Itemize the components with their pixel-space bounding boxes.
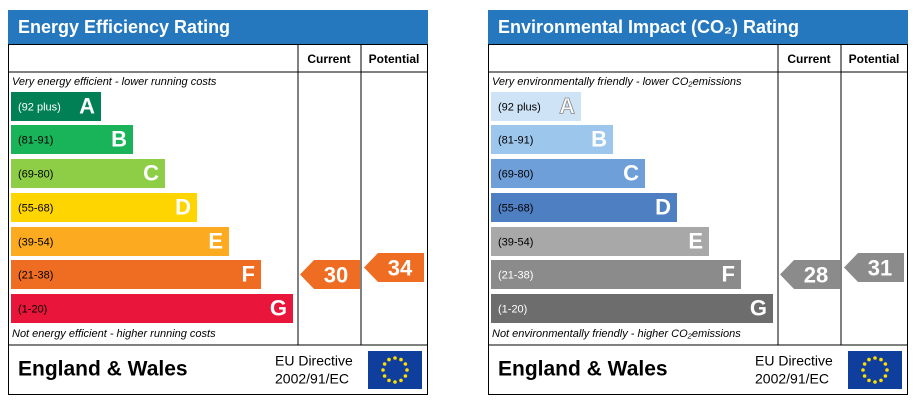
band-range: (21-38) (498, 269, 533, 281)
rating-band (11, 193, 197, 222)
band-letter: D (175, 194, 191, 219)
eu-star (387, 378, 391, 383)
rating-panel: Environmental Impact (CO₂) Rating Current… (488, 10, 908, 395)
eu-star (883, 374, 888, 378)
column-header: Potential (369, 52, 420, 66)
top-note: Very environmentally friendly - lower CO… (492, 76, 742, 88)
rating-band (491, 125, 613, 154)
eu-star (382, 374, 387, 378)
rating-band (11, 294, 293, 323)
band-range: (69-80) (18, 168, 53, 180)
panel-frame (488, 44, 908, 395)
eu-star (399, 378, 403, 383)
rating-band (491, 92, 581, 121)
eu-star (403, 374, 408, 378)
bottom-note: Not energy efficient - higher running co… (12, 328, 216, 340)
column-header: Current (787, 52, 830, 66)
rating-band (491, 294, 773, 323)
eu-star (861, 368, 865, 372)
eu-star (879, 378, 883, 383)
rating-band (491, 193, 677, 222)
rating-band (11, 125, 133, 154)
panel-title: Environmental Impact (CO₂) Rating (498, 17, 799, 37)
rating-band (11, 260, 261, 289)
region-label: England & Wales (18, 358, 188, 381)
rating-band (11, 92, 101, 121)
rating-band (11, 227, 229, 256)
bottom-note: Not environmentally friendly - higher CO… (492, 328, 741, 340)
directive-line: 2002/91/EC (755, 371, 829, 387)
rating-band (491, 227, 709, 256)
directive-line: EU Directive (755, 353, 833, 369)
eu-star (867, 357, 871, 362)
band-letter: E (688, 228, 703, 253)
eu-star (382, 362, 387, 366)
region-label: England & Wales (498, 358, 668, 381)
rating-band (11, 159, 165, 188)
eu-star (885, 368, 889, 372)
band-letter: A (559, 93, 575, 118)
eu-star (387, 357, 391, 362)
band-range: (92 plus) (498, 101, 541, 113)
rating-arrow (780, 260, 840, 289)
eu-star (873, 380, 877, 384)
band-letter: C (143, 160, 159, 185)
band-range: (21-38) (18, 269, 53, 281)
band-letter: G (750, 295, 767, 320)
eu-star (879, 357, 883, 362)
rating-value: 31 (868, 255, 892, 280)
top-note: Very energy efficient - lower running co… (12, 76, 217, 88)
band-range: (39-54) (498, 236, 533, 248)
rating-value: 28 (804, 262, 828, 287)
band-range: (1-20) (498, 303, 527, 315)
eu-star (393, 380, 397, 384)
rating-arrow (300, 260, 360, 289)
rating-arrow (364, 253, 424, 282)
eu-star (403, 362, 408, 366)
directive-line: EU Directive (275, 353, 353, 369)
eu-star (399, 357, 403, 362)
rating-band (491, 260, 741, 289)
directive-line: 2002/91/EC (275, 371, 349, 387)
band-letter: A (79, 93, 95, 118)
band-range: (1-20) (18, 303, 47, 315)
title-bar (488, 10, 908, 44)
column-header: Potential (849, 52, 900, 66)
title-bar (8, 10, 428, 44)
band-range: (55-68) (18, 202, 53, 214)
band-range: (39-54) (18, 236, 53, 248)
eu-star (393, 356, 397, 360)
rating-panel: Energy Efficiency Rating Current Potential… (8, 10, 428, 395)
column-header: Current (307, 52, 350, 66)
band-range: (81-91) (18, 134, 53, 146)
rating-arrow (844, 253, 904, 282)
eu-star (867, 378, 871, 383)
eu-star (862, 362, 867, 366)
band-range: (55-68) (498, 202, 533, 214)
panel-frame (8, 44, 428, 395)
band-letter: B (591, 126, 607, 151)
band-letter: F (722, 261, 735, 286)
eu-star (883, 362, 888, 366)
band-letter: D (655, 194, 671, 219)
band-range: (81-91) (498, 134, 533, 146)
band-letter: E (208, 228, 223, 253)
band-letter: B (111, 126, 127, 151)
band-letter: G (270, 295, 287, 320)
eu-star (381, 368, 385, 372)
band-letter: F (242, 261, 255, 286)
eu-star (862, 374, 867, 378)
rating-value: 34 (388, 255, 413, 280)
rating-band (491, 159, 645, 188)
band-letter: C (623, 160, 639, 185)
band-range: (69-80) (498, 168, 533, 180)
band-range: (92 plus) (18, 101, 61, 113)
eu-star (873, 356, 877, 360)
panel-title: Energy Efficiency Rating (18, 17, 230, 37)
rating-value: 30 (324, 262, 348, 287)
eu-star (405, 368, 409, 372)
